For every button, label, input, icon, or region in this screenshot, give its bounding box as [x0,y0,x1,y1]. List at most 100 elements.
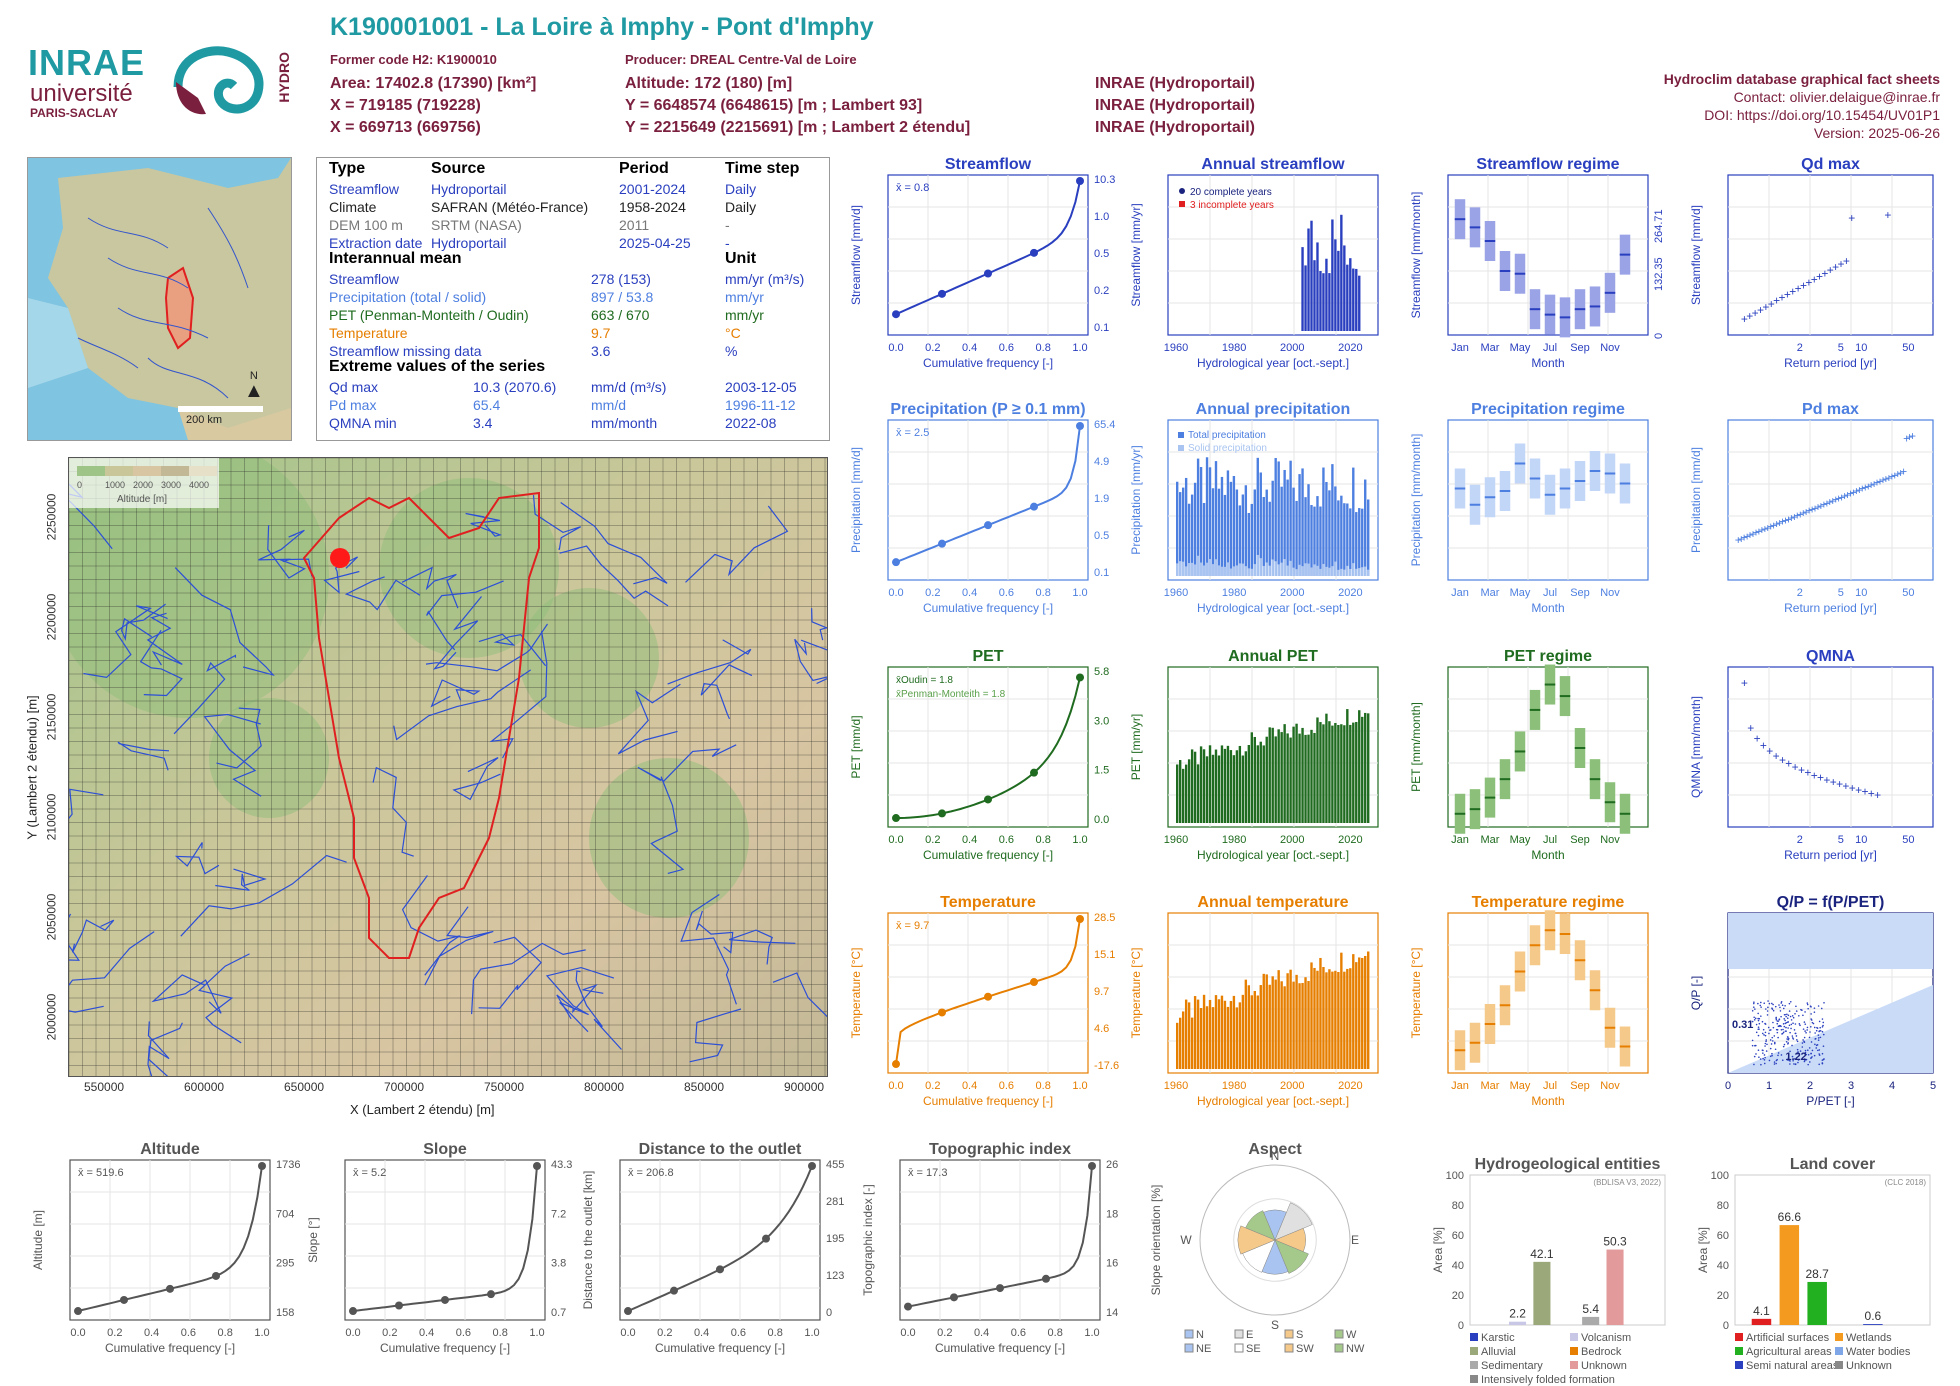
pdmax-point: + [1823,496,1830,510]
annual-pet-ylabel: PET [mm/yr] [1129,714,1143,780]
annual-pet-bar [1229,750,1233,823]
river [120,603,166,642]
distance-cdf-xtick: 1.0 [804,1327,819,1339]
temp-cdf-rtick: 15.1 [1094,949,1115,961]
hydrogeo-ytick: 20 [1452,1290,1464,1302]
aspect-sector [1274,1239,1309,1274]
hydrogeo-legend-icon [1570,1333,1578,1341]
topo-cdf-xtick: 1.0 [1084,1327,1099,1339]
qp-point [1757,1034,1760,1037]
topo-cdf-xtick: 0.0 [900,1327,915,1339]
topo-cdf-rtick: 18 [1106,1208,1118,1220]
annual-precip-solid-bar [1265,562,1268,576]
annual-temp-bar [1232,995,1236,1069]
pdmax-point: + [1794,509,1801,523]
pdmax-point: + [1888,470,1895,484]
annual-temp-bar [1316,970,1319,1069]
annual-precip-bar [1223,494,1227,576]
annual-precip-xtick: 1980 [1222,587,1246,599]
river [617,683,681,755]
qdmax-point: + [1752,306,1759,320]
h-period: Period [619,160,669,177]
info-period: 2001-2024 [619,181,686,197]
annual-temp-bar [1187,1002,1191,1069]
river [215,868,267,891]
annual-pet-bar [1331,725,1334,823]
river [452,757,501,801]
annual-precip-solid-bar [1184,566,1188,576]
annual-pet-bar [1193,751,1197,823]
annual-precip-bar [1340,495,1343,576]
annual-precip-bar [1295,500,1298,576]
qp-point [1802,1039,1804,1041]
qp-point [1804,1051,1807,1054]
qp-point [1782,1023,1785,1025]
river [216,707,262,769]
db-title: Hydroclim database graphical fact sheets [1663,71,1940,87]
mean-value: 278 (153) [591,271,651,287]
annual-pet-bar [1226,745,1230,823]
annual-temp-bar [1334,970,1337,1069]
pdmax-point: + [1785,512,1792,526]
landcover-value: 28.7 [1805,1267,1829,1281]
landcover-legend: Artificial surfaces [1746,1332,1830,1344]
qdmax-point: + [1832,260,1839,274]
annual-pet-xtick: 1960 [1164,834,1188,846]
annual-precip-solid-bar [1229,568,1233,576]
hydrogeo-ytick: 0 [1458,1320,1464,1332]
qdmax-point: + [1762,300,1769,314]
inset-map: 200 km N ▲ [27,157,292,441]
pdmax-point: + [1850,485,1857,499]
river [667,639,752,685]
qmna-point: + [1741,676,1748,690]
annual-precip-bar [1319,506,1322,576]
annual-precip-solid-bar [1328,567,1331,576]
distance-cdf-rtick: 123 [826,1270,844,1282]
qmna-point: + [1760,738,1767,752]
pdmax-point: + [1862,481,1869,495]
annual-precip-bar [1256,457,1259,576]
qp-point [1757,1028,1760,1031]
qp-point [1785,1041,1788,1043]
pdmax-point: + [1874,476,1881,490]
precip-regime-xtick: Jul [1543,587,1557,599]
qp-point [1819,1030,1822,1032]
annual-precip-bar [1178,492,1182,576]
annual-precip-bar [1358,508,1361,576]
qp-point [1777,1036,1779,1039]
qp-point [1791,1044,1793,1047]
annual-temp-bar [1292,981,1295,1069]
precip-cdf-rtick: 0.5 [1094,530,1109,542]
aspect-cardinal: W [1180,1233,1192,1247]
slope-cdf-xtick: 0.6 [456,1327,471,1339]
info-source: Hydroportail [431,235,507,251]
hydrogeo-legend: Unknown [1581,1360,1627,1372]
qp-point [1791,1035,1794,1037]
streamflow-regime-xtick: Nov [1600,342,1620,354]
temp-cdf-rtick: 4.6 [1094,1023,1109,1035]
river [728,929,796,965]
slope-cdf-rtick: 0.7 [551,1307,566,1319]
annual-pet-bar [1310,729,1313,823]
pdmax-point: + [1747,528,1754,542]
altitude-cdf-quantile-point [74,1307,82,1316]
qp-point [1807,1049,1809,1051]
annual-precip-solid-bar [1304,563,1307,576]
annual-temp-bar [1247,985,1251,1069]
annual-temp-bar [1319,957,1322,1069]
qp-point [1760,1063,1762,1066]
hydrogeo-bar [1582,1316,1600,1325]
qp-point [1752,1002,1755,1005]
hydrogeo-ylabel: Area [%] [1431,1227,1445,1273]
pdmax-point: + [1806,504,1813,518]
aspect-legend: NW [1346,1343,1365,1355]
annual-pet-bar [1262,745,1265,823]
annual-temp-bar [1217,999,1221,1069]
annual-precip-bar [1283,469,1286,576]
aspect-legend: N [1196,1329,1204,1341]
qp-point [1809,1031,1811,1033]
qp-point [1804,1059,1806,1062]
info-source: SRTM (NASA) [431,217,522,233]
annual-pet-bar [1223,748,1227,823]
qp-point [1763,1002,1766,1004]
